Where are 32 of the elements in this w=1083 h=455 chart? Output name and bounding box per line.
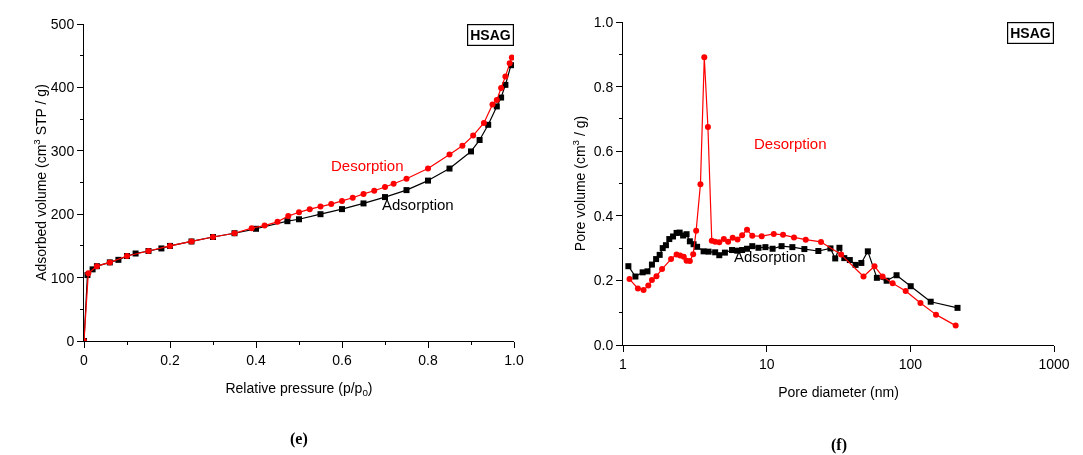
y-tick-label: 100 (50, 269, 75, 286)
x-tick-label: 10 (758, 355, 775, 372)
x-tick-label: 1000 (1038, 355, 1070, 372)
x-tick-label: 0.6 (332, 351, 352, 368)
y-tick-label: 0.2 (593, 272, 614, 289)
series-label: Desorption (331, 157, 404, 174)
y-tick-label: 0.6 (593, 143, 614, 160)
y-tick-label: 300 (50, 142, 75, 159)
series-label: Adsorption (382, 196, 454, 213)
y-tick-label: 0.0 (593, 336, 614, 353)
y-tick-label: 0.4 (593, 207, 614, 224)
text: Desorption (754, 135, 827, 152)
y-tick-label: 200 (50, 206, 75, 223)
x-tick-label: 1 (619, 355, 628, 372)
text: (f) (831, 436, 847, 454)
y-tick-label: 500 (50, 15, 75, 32)
y-tick-label: 400 (50, 79, 75, 96)
x-tick-label: 0.2 (160, 351, 180, 368)
x-tick-label: 0 (80, 351, 89, 368)
x-tick-label: 1.0 (504, 351, 524, 368)
x-axis-title: Relative pressure (p/p$_{0}$) (225, 380, 373, 398)
x-tick-label: 100 (898, 355, 923, 372)
x-tick-label: 0.4 (246, 351, 266, 368)
y-tick-label: 0 (66, 332, 75, 349)
y-tick-label: 0.8 (593, 78, 614, 95)
annotation: HSAG (1010, 25, 1051, 42)
y-tick-label: 1.0 (593, 13, 614, 30)
x-tick-label: 0.8 (418, 351, 438, 368)
x-axis-title: Pore diameter (nm) (778, 384, 899, 400)
series-label: Adsorption (734, 248, 806, 265)
text: (e) (290, 430, 308, 448)
annotation: HSAG (470, 27, 511, 44)
